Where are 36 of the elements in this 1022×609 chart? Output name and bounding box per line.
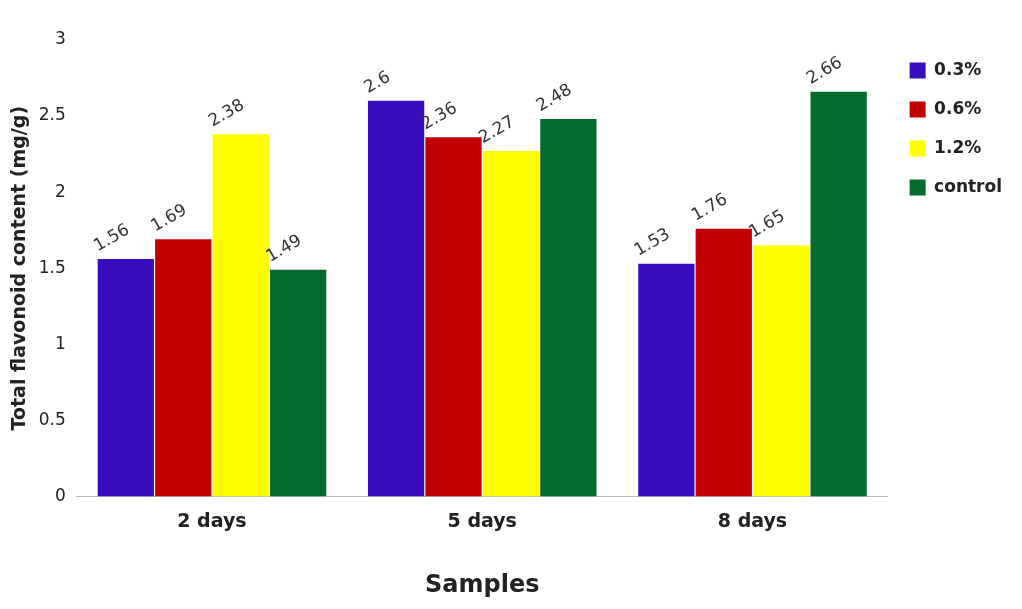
y-tick-label: 1 <box>55 332 66 353</box>
data-label: 2.36 <box>417 97 461 134</box>
data-label: 2.38 <box>204 94 248 131</box>
data-label: 1.56 <box>89 218 133 255</box>
bar <box>269 269 327 497</box>
x-axis-title: Samples <box>425 569 540 598</box>
bar <box>97 259 154 497</box>
bar <box>482 151 540 497</box>
bar <box>753 245 810 497</box>
x-tick-label: 8 days <box>717 508 788 531</box>
data-label: 1.65 <box>745 205 788 242</box>
data-label: 1.69 <box>147 198 190 236</box>
y-axis-title: Total flavonoid content (mg/g) <box>7 105 30 431</box>
legend-label: 0.6% <box>934 97 982 118</box>
data-label: 2.66 <box>802 51 846 88</box>
data-label: 1.76 <box>687 188 731 225</box>
x-tick-label: 5 days <box>447 508 517 531</box>
legend-label: control <box>934 175 1003 196</box>
y-tick-label: 2 <box>55 180 66 201</box>
data-label: 2.27 <box>474 110 518 147</box>
data-label: 1.49 <box>261 229 305 266</box>
y-tick-label: 1.5 <box>38 256 66 277</box>
y-tick-label: 0.5 <box>38 408 66 429</box>
bar <box>638 263 695 497</box>
data-label: 2.48 <box>532 78 575 116</box>
bar <box>810 91 867 497</box>
y-tick-label: 2.5 <box>38 104 66 125</box>
legend-label: 1.2% <box>934 136 982 157</box>
data-label: 2.6 <box>359 65 394 97</box>
x-tick-label: 2 days <box>177 508 247 531</box>
bar <box>155 239 212 497</box>
legend-label: 0.3% <box>934 58 982 79</box>
bar <box>540 119 597 497</box>
y-tick-label: 0 <box>55 484 66 505</box>
y-tick-label: 3 <box>55 28 66 49</box>
data-label: 1.53 <box>630 223 673 260</box>
